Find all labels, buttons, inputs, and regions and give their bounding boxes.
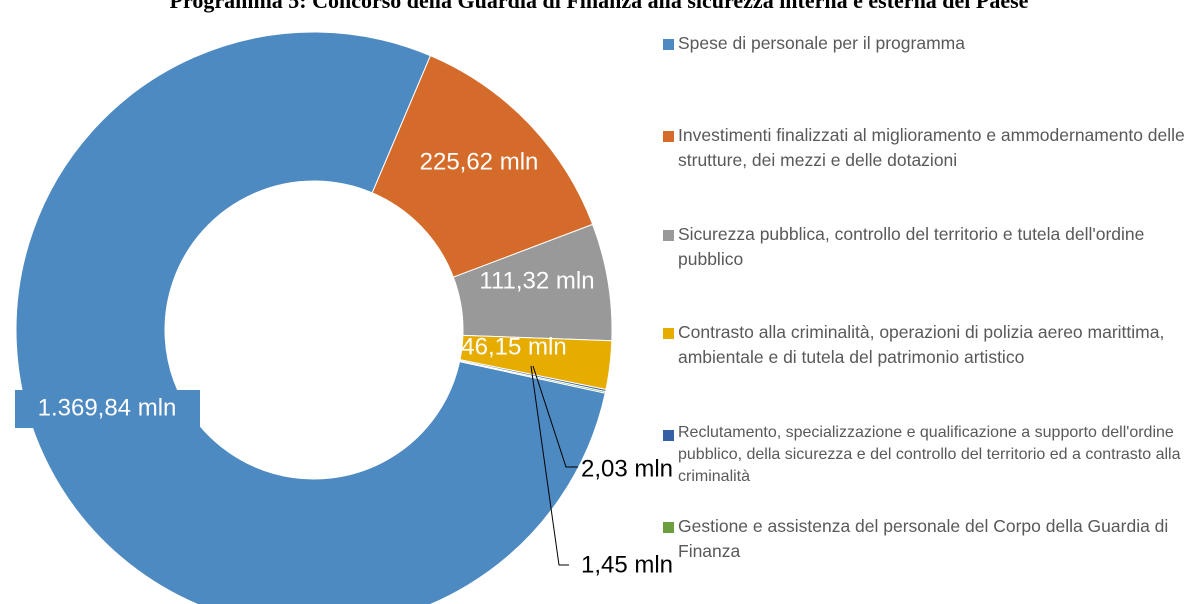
donut-slice (15, 31, 606, 604)
legend-swatch (663, 430, 674, 441)
data-label: 2,03 mln (581, 455, 673, 482)
legend-label: Spese di personale per il programma (678, 33, 965, 53)
donut-slice (371, 55, 594, 278)
legend-label: Sicurezza pubblica, controllo del territ… (678, 224, 1145, 269)
legend-label: Reclutamento, specializzazione e qualifi… (678, 424, 1181, 485)
legend-item: Reclutamento, specializzazione e qualifi… (663, 422, 1193, 488)
legend-item: Sicurezza pubblica, controllo del territ… (663, 222, 1193, 272)
legend-swatch (663, 522, 674, 533)
legend-item: Gestione e assistenza del personale del … (663, 514, 1193, 564)
legend-item: Spese di personale per il programma (663, 31, 1193, 56)
legend-item: Investimenti finalizzati al migliorament… (663, 123, 1193, 173)
data-label: 225,62 mln (420, 148, 539, 175)
data-label: 1,45 mln (581, 551, 673, 578)
chart-title: Programma 5: Concorso della Guardia di F… (169, 0, 1029, 13)
label-box (15, 390, 200, 428)
legend-swatch (663, 131, 674, 142)
legend-swatch (663, 39, 674, 50)
data-label: 46,15 mln (461, 333, 566, 360)
data-label: 111,32 mln (479, 267, 594, 294)
leader-line (532, 365, 578, 468)
legend-label: Gestione e assistenza del personale del … (678, 516, 1169, 561)
legend-swatch (663, 328, 674, 339)
legend-label: Contrasto alla criminalità, operazioni d… (678, 322, 1165, 367)
data-label: 1.369,84 mln (38, 394, 177, 421)
legend-swatch (663, 230, 674, 241)
legend-item: Contrasto alla criminalità, operazioni d… (663, 320, 1193, 370)
legend-label: Investimenti finalizzati al migliorament… (678, 125, 1185, 170)
leader-line (530, 365, 569, 566)
